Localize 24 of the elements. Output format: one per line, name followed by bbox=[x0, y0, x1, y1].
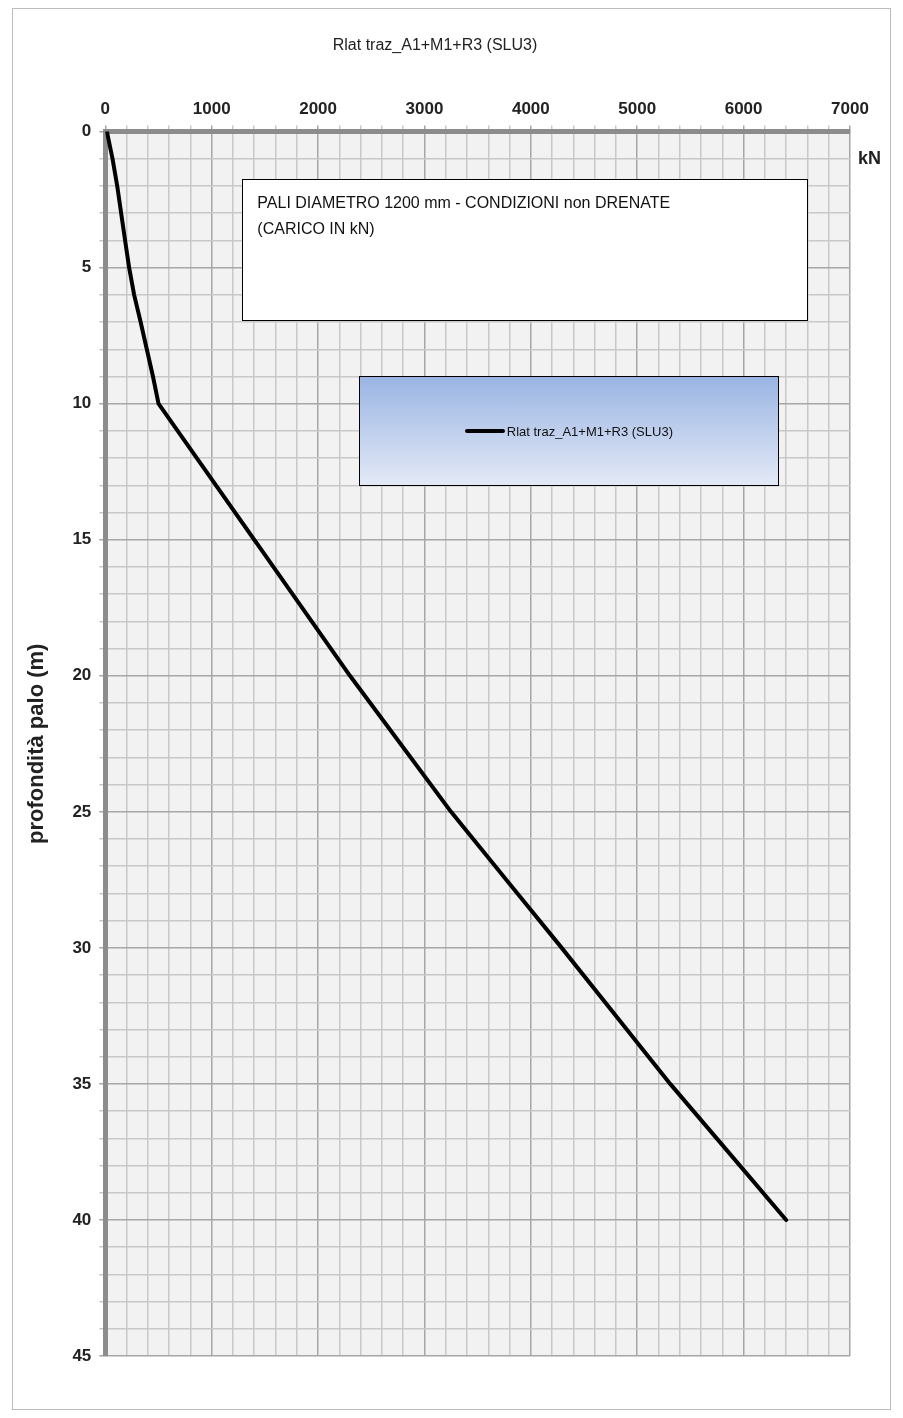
chart-title: Rlat traz_A1+M1+R3 (SLU3) bbox=[332, 36, 538, 55]
legend-box: Rlat traz_A1+M1+R3 (SLU3) bbox=[358, 376, 780, 487]
x-tick-label: 5000 bbox=[618, 99, 657, 119]
y-tick-label: 5 bbox=[81, 257, 92, 277]
y-tick-label: 15 bbox=[72, 529, 92, 549]
note-box: PALI DIAMETRO 1200 mm - CONDIZIONI non DRENATE (CARICO IN kN) bbox=[242, 178, 809, 321]
x-tick-label: 3000 bbox=[405, 99, 444, 119]
y-tick-label: 0 bbox=[81, 121, 92, 141]
x-tick-label: 6000 bbox=[724, 99, 763, 119]
x-tick-label: 0 bbox=[100, 99, 111, 119]
y-tick-label: 10 bbox=[72, 393, 92, 413]
y-tick-label: 30 bbox=[72, 937, 92, 957]
y-tick-label: 20 bbox=[72, 665, 92, 685]
x-tick-label: 2000 bbox=[299, 99, 337, 119]
y-tick-label: 40 bbox=[72, 1209, 92, 1229]
x-tick-label: 4000 bbox=[511, 99, 550, 119]
x-axis-title: kN bbox=[858, 147, 882, 169]
y-tick-label: 45 bbox=[72, 1345, 92, 1365]
y-tick-label: 35 bbox=[72, 1073, 92, 1093]
y-tick-label: 25 bbox=[72, 801, 92, 821]
legend-label: Rlat traz_A1+M1+R3 (SLU3) bbox=[506, 423, 673, 439]
x-tick-label: 7000 bbox=[831, 99, 869, 119]
y-axis-title: profondità palo (m) bbox=[23, 643, 49, 845]
x-tick-label: 1000 bbox=[192, 99, 231, 119]
